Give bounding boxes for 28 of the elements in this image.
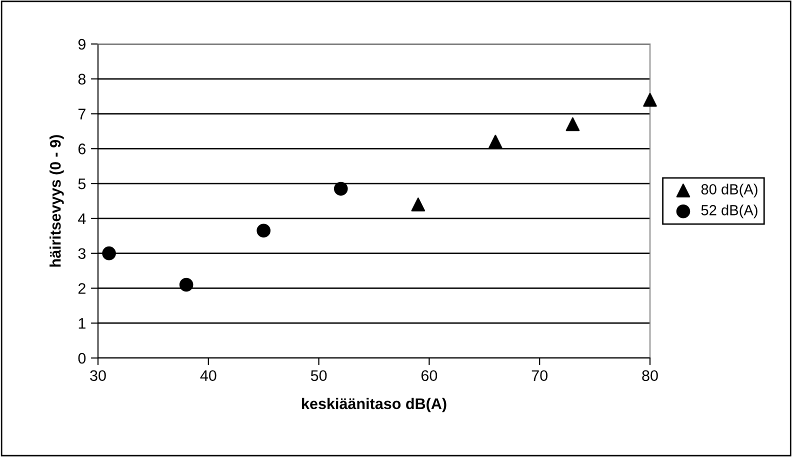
y-tick-label: 7 [78, 108, 86, 120]
x-tick-label: 80 [642, 370, 658, 382]
point [488, 134, 502, 149]
point [334, 182, 348, 196]
point [643, 92, 657, 107]
point [411, 198, 426, 212]
x-tick-label: 70 [532, 370, 548, 382]
x-tick-label: 30 [90, 370, 106, 382]
legend-label: 80 dB(A) [701, 184, 758, 198]
point [102, 246, 116, 260]
y-tick-label: 8 [78, 74, 86, 85]
y-tick-label: 9 [78, 38, 86, 50]
y-tick-label: 4 [78, 213, 86, 224]
y-tick-label: 1 [78, 318, 86, 329]
y-tick-label: 0 [78, 352, 86, 364]
x-tick-label: 40 [200, 370, 216, 382]
x-tick-label: 60 [421, 370, 438, 382]
x-axis-title: keskiäänitaso dB(A) [302, 398, 446, 412]
y-tick-label: 5 [78, 178, 86, 190]
point [179, 278, 194, 292]
y-tick-label: 2 [78, 283, 86, 294]
y-tick-label: 3 [78, 248, 86, 260]
point [256, 224, 271, 238]
y-axis-title: häiritsevyys (0 - 9) [50, 135, 64, 267]
x-tick-label: 50 [310, 370, 327, 382]
point [566, 117, 580, 132]
legend-label: 52 dB(A) [701, 204, 758, 218]
y-tick-label: 6 [78, 144, 86, 154]
